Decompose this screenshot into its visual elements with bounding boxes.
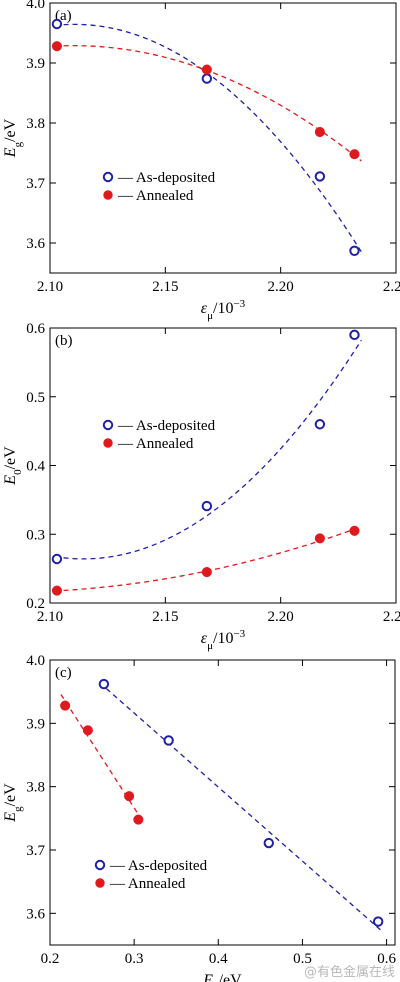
y-tick-label: 3.6 [26, 236, 45, 252]
x-tick-label: 2.10 [37, 279, 63, 295]
data-point-annealed [60, 700, 71, 711]
y-tick-label: 3.6 [26, 906, 45, 922]
data-point-annealed [133, 814, 144, 825]
x-tick-label: 2.20 [268, 279, 294, 295]
x-tick-label: 0.5 [293, 951, 312, 967]
fit-line [60, 694, 144, 822]
legend-label-as-deposited: — As-deposited [117, 418, 216, 434]
fit-line [54, 23, 362, 253]
y-tick-label: 4.0 [26, 0, 45, 12]
legend-label-annealed: — Annealed [117, 188, 194, 204]
data-point-annealed [314, 533, 325, 544]
legend-label-annealed: — Annealed [109, 876, 186, 892]
y-tick-label: 3.9 [26, 56, 45, 72]
panel-c: 0.2 0.3 0.4 0.5 0.6 3.6 3.7 3.8 3.9 4.0 (c) E0/eV Eg… [2, 653, 396, 982]
panel-a: 2.102.152.202.253.63.73.83.94.0(a)εμ/10−… [2, 0, 400, 322]
data-point-as-deposited [372, 916, 384, 927]
data-point-as-deposited [263, 837, 274, 849]
legend-label-as-deposited: — As-deposited [109, 858, 208, 874]
panel-label: (b) [55, 333, 73, 349]
legend-marker-as-deposited [102, 419, 114, 431]
legend-marker-as-deposited [94, 859, 106, 871]
legend-marker-annealed [95, 878, 105, 888]
panel-b: 2.10 2.15 2.20 2.25 0.2 0.3 0.4 0.5 0.6 (b) εμ/10−… [2, 321, 400, 652]
plot-frame [49, 659, 396, 946]
data-point-as-deposited [349, 329, 360, 341]
data-point-as-deposited [51, 553, 63, 565]
data-point-annealed [349, 525, 360, 536]
x-tick-label: 0.3 [125, 951, 144, 967]
x-tick-label: 0.2 [41, 951, 60, 967]
watermark-text: @有色金属在线 [304, 964, 395, 980]
data-point-annealed [82, 725, 93, 736]
y-tick-label: 3.9 [26, 716, 45, 732]
y-tick-label: 3.7 [26, 176, 45, 192]
x-tick-label: 2.15 [152, 279, 178, 295]
plot-frame [49, 327, 397, 604]
data-point-annealed [349, 149, 360, 160]
legend-label-annealed: — Annealed [117, 436, 194, 452]
fit-line [54, 339, 362, 560]
x-tick-label: 0.4 [209, 951, 228, 967]
data-point-annealed [314, 126, 325, 138]
data-point-as-deposited [314, 171, 326, 182]
plot-frame [49, 2, 397, 274]
panel-label: (c) [55, 665, 72, 681]
x-axis-title: E0/eV [202, 972, 242, 982]
y-tick-label: 0.5 [26, 390, 45, 406]
data-point-as-deposited [163, 735, 174, 746]
x-tick-label: 2.20 [268, 609, 294, 625]
x-axis-title: εμ/10−3 [201, 628, 246, 652]
fit-line [99, 682, 383, 932]
y-axis-title: E0/eV [2, 446, 24, 486]
x-axis-title: εμ/10−3 [201, 298, 246, 322]
legend-marker-as-deposited [102, 171, 114, 183]
y-tick-label: 0.6 [26, 321, 45, 337]
data-point-annealed [51, 41, 62, 52]
x-tick-label: 2.10 [37, 609, 63, 625]
data-point-as-deposited [51, 18, 63, 30]
data-point-annealed [201, 567, 212, 578]
y-tick-label: 0.4 [26, 459, 45, 475]
y-axis-title: Eg/eV [2, 783, 24, 823]
y-tick-label: 0.3 [26, 527, 45, 543]
x-tick-label: 2.15 [152, 609, 178, 625]
data-point-annealed [51, 585, 62, 596]
data-point-as-deposited [201, 73, 213, 84]
y-tick-label: 3.8 [26, 116, 45, 132]
data-point-as-deposited [201, 500, 213, 512]
data-point-as-deposited [98, 678, 110, 690]
y-tick-label: 3.8 [26, 780, 45, 796]
x-tick-label: 0.6 [377, 951, 396, 967]
y-axis-title: Eg/eV [2, 118, 24, 158]
data-point-as-deposited [314, 419, 326, 430]
data-point-annealed [201, 64, 212, 75]
y-tick-label: 3.7 [26, 843, 45, 859]
data-point-annealed [124, 791, 135, 802]
y-tick-label: 4.0 [26, 653, 45, 669]
data-point-as-deposited [349, 245, 360, 257]
legend-marker-annealed [103, 438, 113, 448]
fit-line [54, 45, 362, 162]
legend-label-as-deposited: — As-deposited [117, 170, 216, 186]
y-tick-label: 0.2 [26, 596, 45, 612]
legend-marker-annealed [103, 190, 113, 200]
x-tick-label: 2.25 [383, 609, 400, 625]
x-tick-label: 2.25 [383, 279, 400, 295]
